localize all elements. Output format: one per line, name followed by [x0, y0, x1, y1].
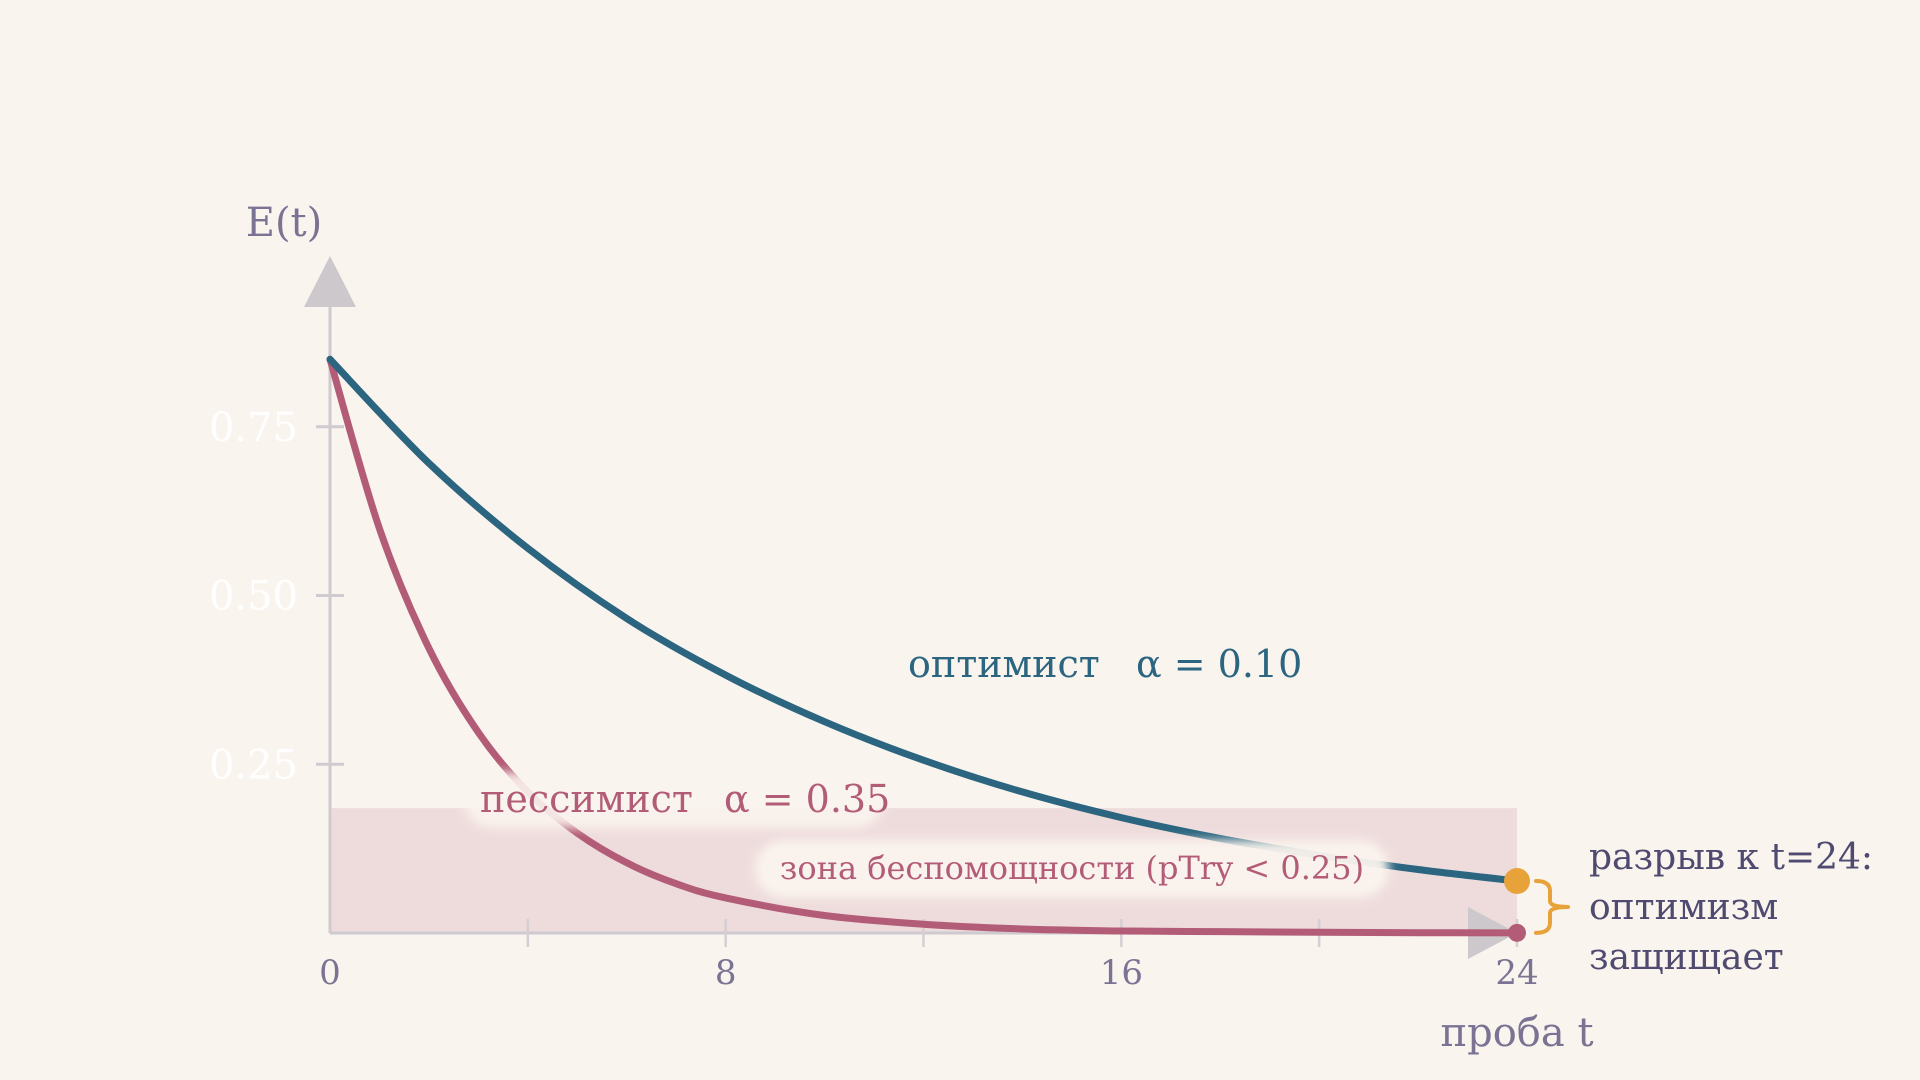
series-line-1: [326, 355, 1521, 937]
gap-bracket-icon: [1534, 879, 1570, 935]
gap-annotation-line: защищает: [1589, 937, 1784, 978]
pessimist-label-background: [464, 772, 884, 828]
gap-annotation-line: разрыв к t=24:: [1589, 837, 1873, 878]
ticks: 0.25 0.50 0.75 0 8 16 24: [209, 405, 1539, 993]
y-axis-label: E(t): [246, 200, 322, 246]
zone-label-text: зона беспомощности (pTry < 0.25): [780, 849, 1364, 887]
zone-label: зона беспомощности (pTry < 0.25): [755, 840, 1389, 898]
pessimist-name: пессимист: [480, 777, 693, 821]
optimist-name: оптимист: [908, 642, 1100, 686]
optimist-alpha: α = 0.10: [1136, 642, 1302, 686]
y-tick-label: 0.50: [209, 574, 298, 620]
y-tick-label: 0.25: [209, 742, 298, 788]
x-axis-label: проба t: [1440, 1010, 1593, 1056]
zone-label-background: [755, 840, 1389, 898]
y-axis-arrow-icon: [304, 256, 356, 307]
x-tick-label: 16: [1100, 953, 1143, 993]
series-end-marker-0: [1504, 868, 1530, 895]
pessimist-alpha: α = 0.35: [724, 777, 890, 821]
x-tick-label: 0: [319, 953, 341, 993]
optimist-label: оптимист α = 0.10: [908, 642, 1302, 686]
pessimist-label: пессимист α = 0.35: [464, 772, 890, 828]
x-tick-label: 24: [1495, 953, 1538, 993]
y-tick-label: 0.75: [209, 405, 298, 451]
series-end-marker-1: [1508, 923, 1526, 942]
x-tick-label: 8: [715, 953, 737, 993]
gap-annotation: разрыв к t=24: оптимизм защищает: [1534, 837, 1873, 978]
gap-annotation-line: оптимизм: [1589, 887, 1778, 928]
